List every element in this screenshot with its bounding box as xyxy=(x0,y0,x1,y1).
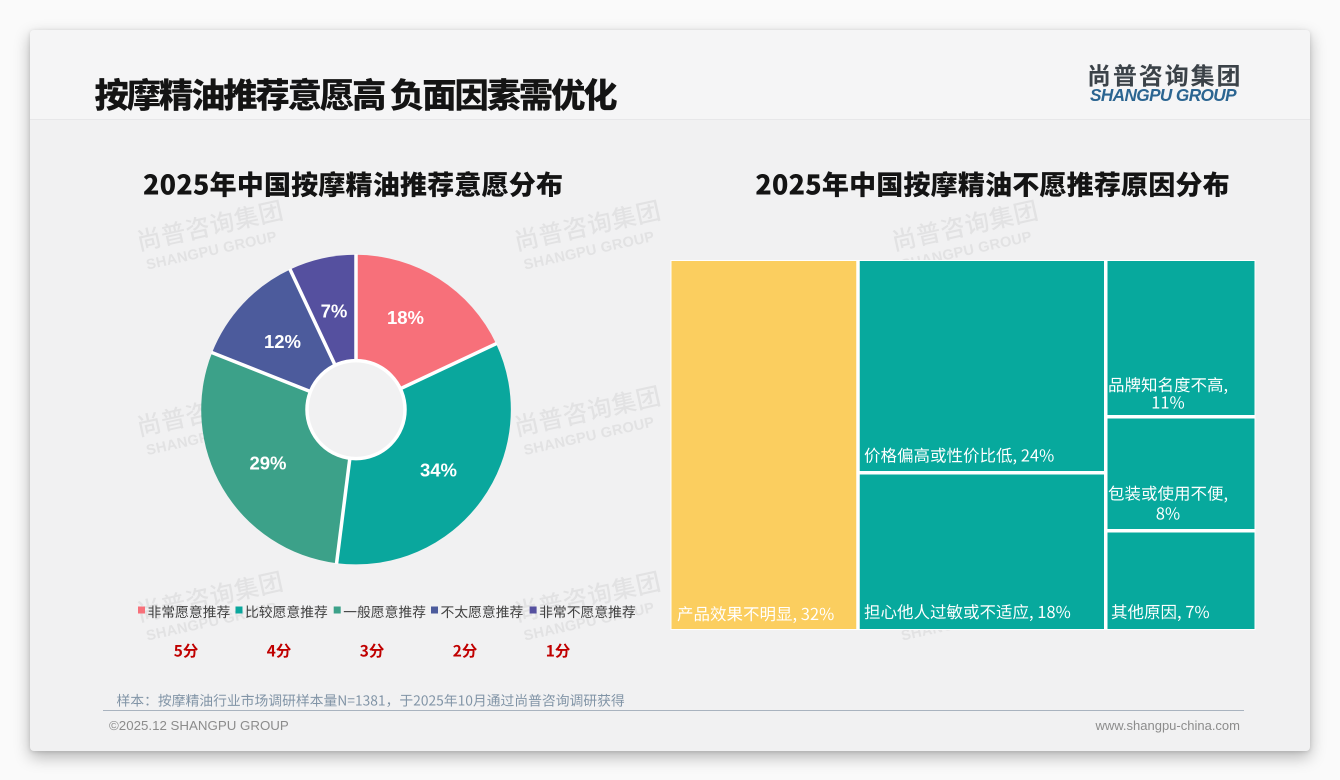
svg-text:SHANGPU GROUP: SHANGPU GROUP xyxy=(522,415,656,460)
svg-text:SHANGPU GROUP: SHANGPU GROUP xyxy=(145,229,279,274)
svg-text:©2025.12 SHANGPU GROUP: ©2025.12 SHANGPU GROUP xyxy=(109,718,289,733)
svg-text:34%: 34% xyxy=(420,460,457,481)
svg-text:18%: 18% xyxy=(387,307,424,328)
svg-text:www.shangpu-china.com: www.shangpu-china.com xyxy=(1094,718,1240,733)
svg-text:SHANGPU GROUP: SHANGPU GROUP xyxy=(1090,85,1237,105)
svg-text:SHANGPU GROUP: SHANGPU GROUP xyxy=(522,229,656,274)
svg-text:29%: 29% xyxy=(249,453,286,474)
svg-text:12%: 12% xyxy=(264,331,301,352)
svg-text:7%: 7% xyxy=(321,301,348,322)
